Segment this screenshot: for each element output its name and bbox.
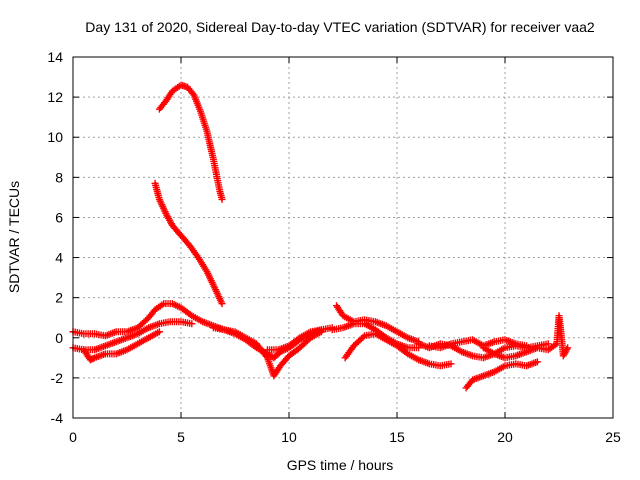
data-point <box>523 342 531 350</box>
x-tick-label: 5 <box>177 429 185 445</box>
x-tick-label: 10 <box>281 429 297 445</box>
x-axis-label: GPS time / hours <box>287 457 394 473</box>
y-axis-label: SDTVAR / TECUs <box>6 181 22 293</box>
y-tick-label: -4 <box>51 410 64 426</box>
data-point <box>218 195 226 203</box>
data-point <box>189 90 197 98</box>
y-tick-label: 12 <box>47 89 63 105</box>
data-point <box>359 333 367 341</box>
y-tick-label: 2 <box>55 290 63 306</box>
y-tick-label: 8 <box>55 169 63 185</box>
series-track-morning-3 <box>80 328 163 364</box>
series-track-high-arc <box>155 81 226 203</box>
data-point <box>544 340 552 348</box>
data-point <box>564 344 572 352</box>
series-track-descending <box>151 179 226 308</box>
series-track-noon-2 <box>333 302 423 346</box>
y-tick-label: 4 <box>55 250 63 266</box>
x-tick-label: 0 <box>69 429 77 445</box>
axis-ticks: 0 5 10 15 20 25 -4 -2 0 2 4 6 8 10 12 14 <box>47 49 621 445</box>
y-tick-label: 14 <box>47 49 63 65</box>
series-track-afternoon-3 <box>425 336 531 352</box>
y-tick-label: 10 <box>47 129 63 145</box>
x-tick-label: 20 <box>497 429 513 445</box>
series-track-evening <box>479 312 572 362</box>
data-point <box>188 320 196 328</box>
data-point <box>155 328 163 336</box>
grid-lines <box>73 57 613 418</box>
data-point <box>533 358 541 366</box>
data-point <box>563 345 571 353</box>
x-tick-label: 15 <box>389 429 405 445</box>
y-tick-label: 6 <box>55 209 63 225</box>
y-tick-label: 0 <box>55 330 63 346</box>
x-tick-label: 25 <box>605 429 621 445</box>
series-track-afternoon-2 <box>462 358 541 392</box>
data-point <box>317 326 325 334</box>
data-point <box>218 300 226 308</box>
data-point <box>447 360 455 368</box>
plot-frame <box>72 56 614 419</box>
chart-title: Day 131 of 2020, Sidereal Day-to-day VTE… <box>85 19 595 35</box>
data-point <box>262 352 270 360</box>
data-markers <box>69 81 572 392</box>
series-track-midday-2 <box>263 326 325 354</box>
series-track-noon-3 <box>341 330 455 370</box>
y-tick-label: -2 <box>51 370 64 386</box>
